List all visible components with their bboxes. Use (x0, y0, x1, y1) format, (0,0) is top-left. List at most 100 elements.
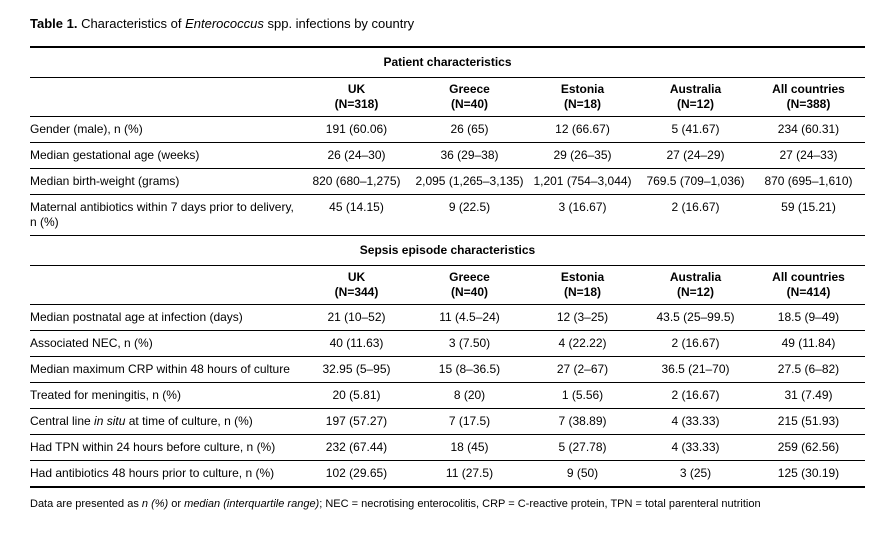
table-row-antibiotics-prior: Had antibiotics 48 hours prior to cultur… (30, 460, 865, 488)
cell-value: 18 (45) (413, 434, 526, 461)
footnote-text-2: or (168, 498, 185, 510)
footnote-italic-2: median (interquartile range) (184, 498, 320, 510)
cell-value: 1,201 (754–3,044) (526, 168, 639, 195)
cell-value: 215 (51.93) (752, 408, 865, 435)
cell-value: 15 (8–36.5) (413, 356, 526, 383)
cell-value: 102 (29.65) (300, 460, 413, 488)
cell-value: 870 (695–1,610) (752, 168, 865, 195)
column-n-label: (N=344) (334, 285, 379, 299)
column-country-label: Estonia (560, 82, 605, 96)
column-header-greece: Greece (N=40) (413, 77, 526, 117)
table-number: Table 1. (30, 16, 78, 31)
cell-value: 29 (26–35) (526, 142, 639, 169)
cell-value: 9 (50) (526, 460, 639, 488)
column-n-label: (N=18) (563, 97, 601, 111)
patient-section-header-row: Patient characteristics (30, 47, 865, 78)
title-text-1: Characteristics of (77, 16, 186, 31)
column-country-label: UK (347, 270, 366, 284)
column-n-label: (N=414) (786, 285, 831, 299)
footnote-text-1: Data are presented as (30, 498, 142, 510)
row-label: Had TPN within 24 hours before culture, … (30, 434, 300, 461)
cell-value: 4 (33.33) (639, 434, 752, 461)
cell-value: 125 (30.19) (752, 460, 865, 488)
cell-value: 36.5 (21–70) (639, 356, 752, 383)
cell-value: 11 (27.5) (413, 460, 526, 488)
row-label: Treated for meningitis, n (%) (30, 382, 300, 409)
patient-column-header-row: UK (N=318) Greece (N=40) Estonia (N=18) Aus… (30, 77, 865, 117)
column-header-uk: UK (N=344) (300, 265, 413, 305)
cell-value: 820 (680–1,275) (300, 168, 413, 195)
cell-value: 197 (57.27) (300, 408, 413, 435)
row-label: Median gestational age (weeks) (30, 142, 300, 169)
cell-value: 12 (3–25) (526, 304, 639, 331)
column-n-label: (N=40) (450, 97, 488, 111)
column-country-label: Estonia (560, 270, 605, 284)
column-n-label: (N=388) (786, 97, 831, 111)
column-header-uk: UK (N=318) (300, 77, 413, 117)
column-n-label: (N=40) (450, 285, 488, 299)
row-label: Gender (male), n (%) (30, 116, 300, 143)
column-country-label: Greece (449, 82, 490, 96)
row-label-italic: in situ (94, 414, 126, 428)
column-country-label: Greece (449, 270, 490, 284)
row-label: Had antibiotics 48 hours prior to cultur… (30, 460, 300, 488)
title-text-2: spp. infections by country (263, 16, 415, 31)
cell-value: 4 (33.33) (639, 408, 752, 435)
cell-value: 3 (25) (639, 460, 752, 488)
row-label-text-1: Central line (30, 414, 95, 428)
cell-value: 45 (14.15) (300, 194, 413, 236)
table-row-tpn: Had TPN within 24 hours before culture, … (30, 434, 865, 461)
patient-section: Patient characteristics UK (N=318) Greece… (30, 47, 865, 236)
cell-value: 31 (7.49) (752, 382, 865, 409)
table-row-gestational-age: Median gestational age (weeks) 26 (24–30… (30, 142, 865, 169)
row-label: Median postnatal age at infection (days) (30, 304, 300, 331)
cell-value: 9 (22.5) (413, 194, 526, 236)
cell-value: 4 (22.22) (526, 330, 639, 357)
footnote-italic-1: n (%) (141, 498, 169, 510)
cell-value: 27 (2–67) (526, 356, 639, 383)
cell-value: 5 (41.67) (639, 116, 752, 143)
cell-value: 2 (16.67) (639, 382, 752, 409)
column-country-label: UK (347, 82, 366, 96)
column-header-all-countries: All countries (N=414) (752, 265, 865, 305)
row-label: Median maximum CRP within 48 hours of cu… (30, 356, 300, 383)
cell-value: 2,095 (1,265–3,135) (413, 168, 526, 195)
cell-value: 26 (65) (413, 116, 526, 143)
cell-value: 32.95 (5–95) (300, 356, 413, 383)
table-row-gender: Gender (male), n (%) 191 (60.06) 26 (65)… (30, 116, 865, 143)
row-label: Median birth-weight (grams) (30, 168, 300, 195)
cell-value: 21 (10–52) (300, 304, 413, 331)
column-n-label: (N=18) (563, 285, 601, 299)
cell-value: 43.5 (25–99.5) (639, 304, 752, 331)
cell-value: 18.5 (9–49) (752, 304, 865, 331)
sepsis-section: Sepsis episode characteristics UK (N=344)… (30, 235, 865, 488)
cell-value: 12 (66.67) (526, 116, 639, 143)
row-label: Central line in situ at time of culture,… (30, 408, 300, 435)
cell-value: 26 (24–30) (300, 142, 413, 169)
cell-value: 40 (11.63) (300, 330, 413, 357)
column-country-label: All countries (772, 82, 845, 96)
column-header-all-countries: All countries (N=388) (752, 77, 865, 117)
table-row-central-line: Central line in situ at time of culture,… (30, 408, 865, 435)
cell-value: 20 (5.81) (300, 382, 413, 409)
table-row-max-crp: Median maximum CRP within 48 hours of cu… (30, 356, 865, 383)
row-label: Associated NEC, n (%) (30, 330, 300, 357)
page-title: Table 1. Characteristics of Enterococcus… (30, 16, 865, 31)
cell-value: 27.5 (6–82) (752, 356, 865, 383)
sepsis-column-header-row: UK (N=344) Greece (N=40) Estonia (N=18) Aus… (30, 265, 865, 305)
table-row-associated-nec: Associated NEC, n (%) 40 (11.63) 3 (7.50… (30, 330, 865, 357)
table-row-meningitis: Treated for meningitis, n (%) 20 (5.81) … (30, 382, 865, 409)
characteristics-table: Patient characteristics UK (N=318) Greece… (30, 46, 865, 488)
column-header-estonia: Estonia (N=18) (526, 77, 639, 117)
row-label: Maternal antibiotics within 7 days prior… (30, 194, 300, 236)
column-country-label: Australia (669, 82, 722, 96)
cell-value: 59 (15.21) (752, 194, 865, 236)
empty-header-cell (30, 77, 300, 117)
table-row-maternal-antibiotics: Maternal antibiotics within 7 days prior… (30, 194, 865, 236)
cell-value: 3 (16.67) (526, 194, 639, 236)
cell-value: 7 (38.89) (526, 408, 639, 435)
cell-value: 27 (24–29) (639, 142, 752, 169)
cell-value: 769.5 (709–1,036) (639, 168, 752, 195)
footnote-text-3: ; NEC = necrotising enterocolitis, CRP =… (319, 498, 761, 510)
cell-value: 27 (24–33) (752, 142, 865, 169)
